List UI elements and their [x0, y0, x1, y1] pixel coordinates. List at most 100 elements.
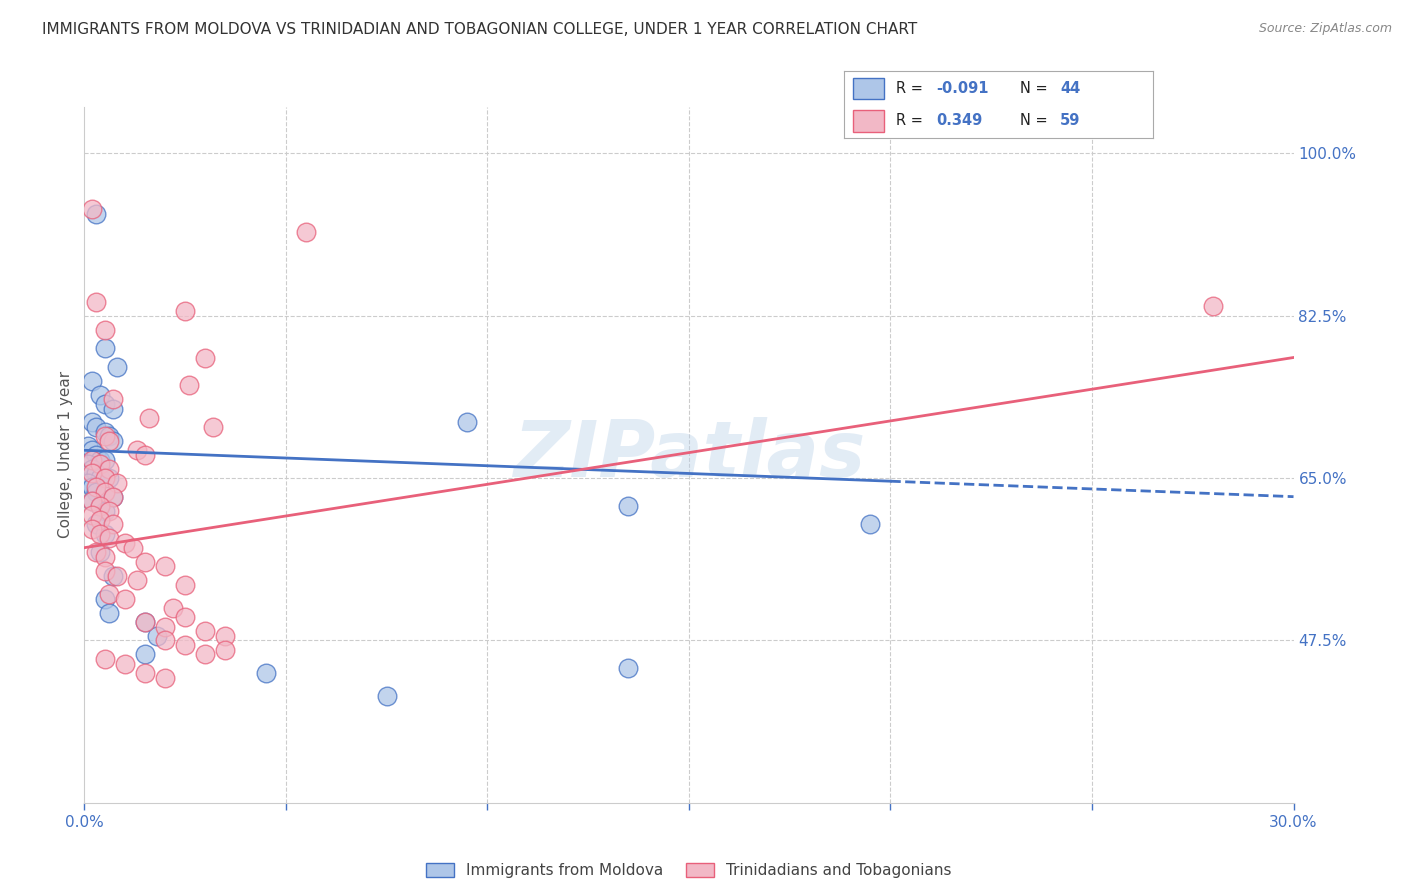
Point: [93, 429, 115, 443]
Point: [295, 225, 318, 239]
Point: [93, 591, 115, 606]
Point: [456, 416, 478, 430]
Point: [134, 448, 156, 462]
Point: [194, 624, 217, 639]
Point: [174, 638, 197, 652]
Text: -0.091: -0.091: [936, 81, 988, 96]
Point: [82, 452, 104, 467]
Point: [89, 387, 111, 401]
Point: [97, 434, 120, 448]
Point: [101, 434, 124, 448]
Point: [194, 648, 217, 662]
Point: [86, 448, 108, 462]
Point: [97, 503, 120, 517]
Point: [179, 378, 201, 392]
Point: [121, 541, 143, 555]
Point: [101, 401, 124, 416]
Point: [77, 439, 100, 453]
Point: [134, 615, 156, 629]
Point: [617, 499, 640, 513]
Point: [82, 480, 104, 494]
Point: [859, 517, 882, 532]
Point: [105, 475, 128, 490]
Point: [138, 410, 160, 425]
Point: [82, 374, 104, 388]
Text: N =: N =: [1019, 81, 1052, 96]
Point: [89, 471, 111, 485]
Point: [93, 485, 115, 500]
Point: [86, 517, 108, 532]
Point: [89, 513, 111, 527]
Point: [86, 480, 108, 494]
Point: [617, 661, 640, 675]
Point: [93, 652, 115, 666]
Point: [77, 475, 100, 490]
Point: [86, 485, 108, 500]
Point: [82, 522, 104, 536]
Point: [194, 351, 217, 365]
Point: [82, 443, 104, 458]
Point: [97, 471, 120, 485]
Point: [153, 619, 176, 633]
Point: [134, 648, 156, 662]
Point: [93, 526, 115, 541]
FancyBboxPatch shape: [853, 78, 884, 99]
Point: [93, 503, 115, 517]
Point: [114, 536, 136, 550]
Point: [125, 573, 148, 587]
Point: [93, 471, 115, 485]
Point: [254, 665, 277, 680]
Point: [77, 457, 100, 471]
Text: IMMIGRANTS FROM MOLDOVA VS TRINIDADIAN AND TOBAGONIAN COLLEGE, UNDER 1 YEAR CORR: IMMIGRANTS FROM MOLDOVA VS TRINIDADIAN A…: [42, 22, 918, 37]
Point: [86, 294, 108, 309]
Point: [89, 545, 111, 559]
FancyBboxPatch shape: [853, 111, 884, 131]
Point: [82, 508, 104, 523]
Point: [82, 494, 104, 508]
Point: [82, 494, 104, 508]
Point: [105, 568, 128, 582]
Point: [93, 549, 115, 564]
Point: [89, 526, 111, 541]
Point: [97, 587, 120, 601]
Point: [93, 323, 115, 337]
Text: ZIPatlas: ZIPatlas: [513, 417, 865, 493]
Point: [214, 629, 236, 643]
Point: [375, 689, 398, 703]
Point: [214, 642, 236, 657]
Point: [86, 207, 108, 221]
Point: [101, 490, 124, 504]
Point: [89, 499, 111, 513]
Legend: Immigrants from Moldova, Trinidadians and Tobagonians: Immigrants from Moldova, Trinidadians an…: [419, 855, 959, 886]
Point: [82, 416, 104, 430]
Point: [93, 564, 115, 578]
Point: [105, 359, 128, 374]
Point: [97, 532, 120, 546]
Text: Source: ZipAtlas.com: Source: ZipAtlas.com: [1258, 22, 1392, 36]
Point: [134, 555, 156, 569]
Text: 0.349: 0.349: [936, 113, 983, 128]
Point: [202, 420, 225, 434]
Point: [89, 457, 111, 471]
Point: [174, 304, 197, 318]
Point: [82, 467, 104, 481]
Point: [146, 629, 169, 643]
Point: [93, 452, 115, 467]
Point: [174, 610, 197, 624]
Point: [93, 341, 115, 355]
Point: [153, 671, 176, 685]
Point: [153, 559, 176, 574]
Point: [174, 578, 197, 592]
Point: [82, 462, 104, 476]
Point: [101, 517, 124, 532]
Point: [114, 591, 136, 606]
Point: [153, 633, 176, 648]
Point: [134, 615, 156, 629]
Text: R =: R =: [896, 81, 928, 96]
Point: [86, 545, 108, 559]
Point: [82, 202, 104, 216]
Text: 59: 59: [1060, 113, 1080, 128]
Point: [114, 657, 136, 671]
Point: [97, 462, 120, 476]
Point: [93, 425, 115, 439]
